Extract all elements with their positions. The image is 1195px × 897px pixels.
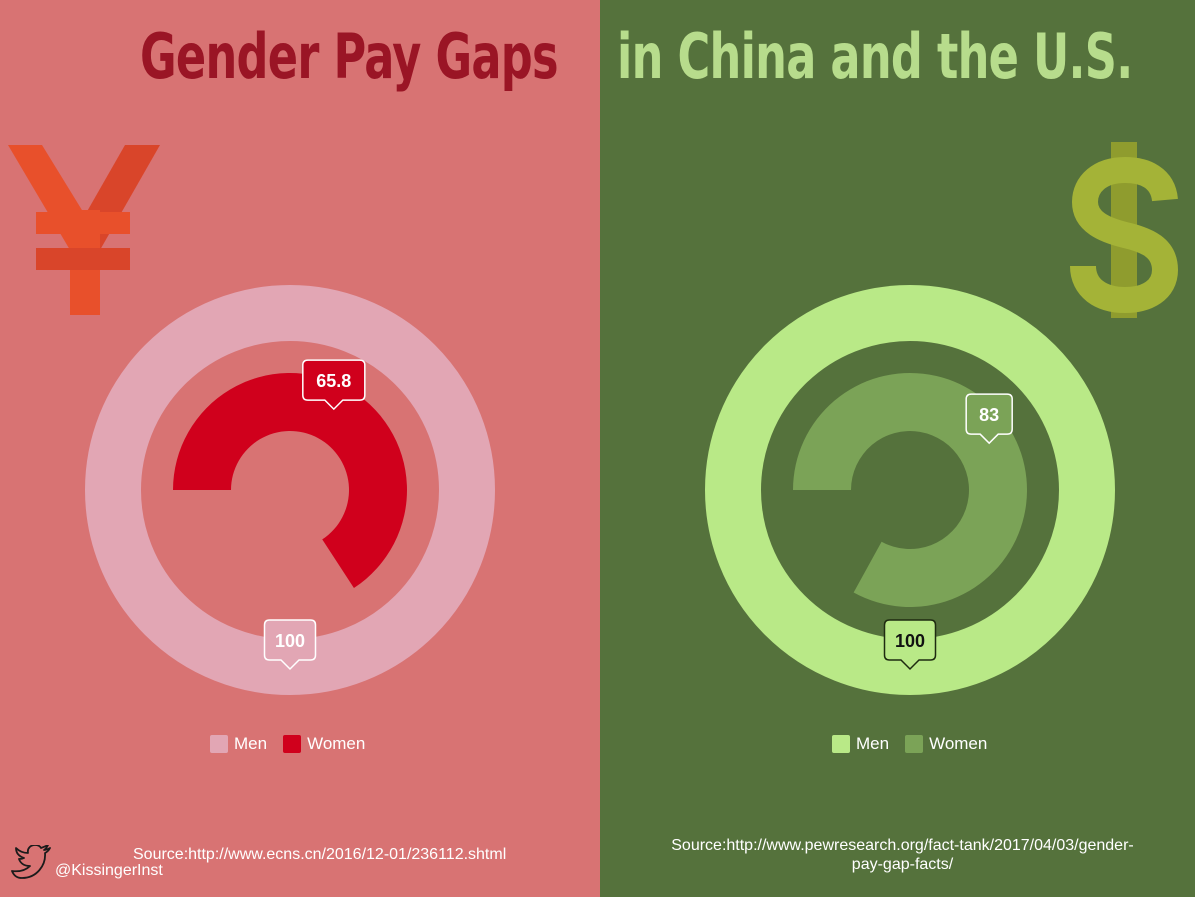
twitter-icon <box>11 845 51 879</box>
yen-icon <box>8 145 160 315</box>
dollar-icon <box>1070 142 1179 318</box>
us-legend: Men Women <box>832 734 1003 754</box>
title-left: Gender Pay Gaps <box>140 20 559 93</box>
legend-label-men: Men <box>856 734 890 753</box>
legend-swatch-women <box>283 735 302 753</box>
legend-label-women: Women <box>929 734 988 753</box>
source-china: Source:http://www.ecns.cn/2016/12-01/236… <box>133 846 507 863</box>
legend-item-women[interactable]: Women <box>283 734 365 754</box>
source-us: Source:http://www.pewresearch.org/fact-t… <box>630 836 1175 874</box>
title-right: in China and the U.S. <box>617 20 1133 93</box>
legend-swatch-men <box>832 735 850 753</box>
women-value-text: 65.8 <box>316 371 351 391</box>
legend-item-women[interactable]: Women <box>905 734 987 754</box>
women-value-label: 83 <box>965 393 1013 445</box>
legend-item-men[interactable]: Men <box>832 734 889 754</box>
source-us-line-2: pay-gap-facts/ <box>851 856 954 873</box>
women-value-text: 83 <box>979 405 999 425</box>
men-value-text: 100 <box>275 631 305 651</box>
source-us-line-1: Source:http://www.pewresearch.org/fact-t… <box>671 837 1134 854</box>
women-arc <box>173 373 407 588</box>
men-value-label: 100 <box>883 619 937 671</box>
twitter-handle: @KissingerInst <box>55 862 163 879</box>
china-donut-chart: 65.8 100 <box>85 285 495 695</box>
us-donut-chart: 83 100 <box>705 285 1115 695</box>
men-ring <box>85 285 495 695</box>
legend-label-women: Women <box>307 734 366 753</box>
china-legend: Men Women <box>210 734 381 754</box>
women-value-label: 65.8 <box>302 359 366 411</box>
men-ring <box>705 285 1115 695</box>
legend-swatch-women <box>905 735 924 753</box>
men-value-text: 100 <box>895 631 925 651</box>
legend-item-men[interactable]: Men <box>210 734 267 754</box>
men-value-label: 100 <box>263 619 317 671</box>
legend-label-men: Men <box>234 734 268 753</box>
legend-swatch-men <box>210 735 228 753</box>
